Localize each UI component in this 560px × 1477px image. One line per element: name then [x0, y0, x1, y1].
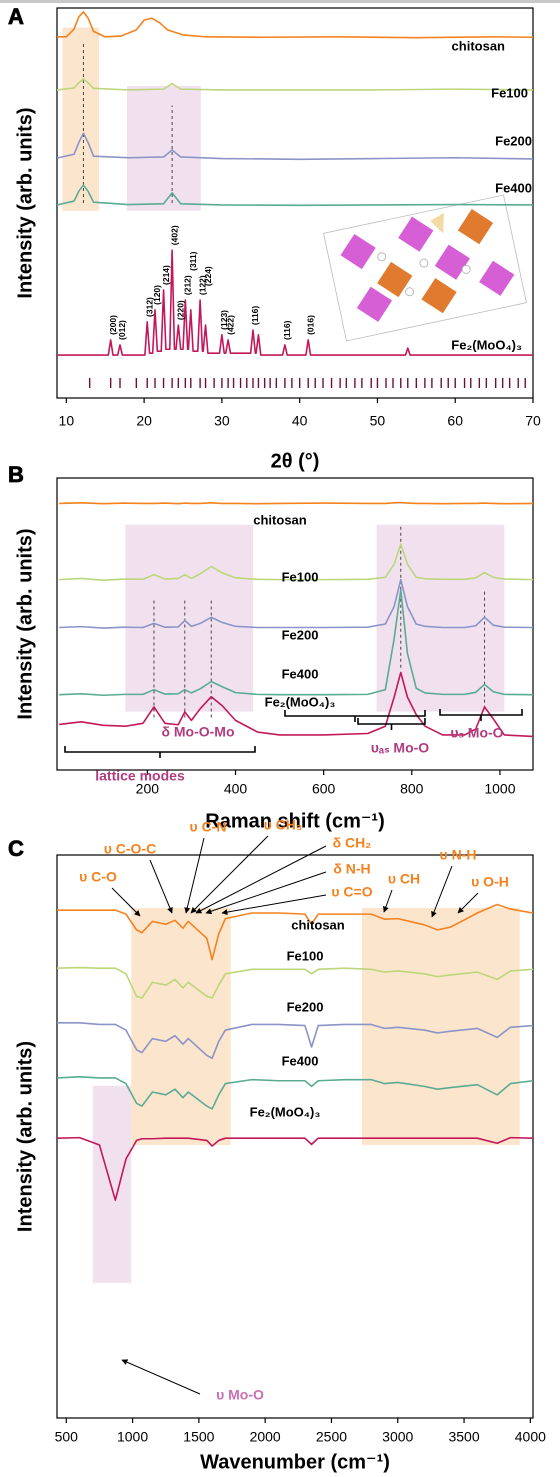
- x-tick-label: 60: [447, 413, 463, 429]
- series-label: chitosan: [291, 917, 345, 932]
- x-tick-label: 30: [214, 413, 230, 429]
- arrow: [150, 860, 172, 913]
- annotation: δ CH₂: [333, 835, 372, 851]
- series-label: Fe400: [282, 666, 319, 681]
- figure: 10 20 30 40 50 60 70 2θ (°) Intensity (arb. unit…: [0, 0, 560, 1477]
- x-tick-label: 1000: [484, 781, 515, 797]
- peak-label: (220): [176, 300, 186, 320]
- series-label: chitosan: [253, 512, 307, 527]
- annotation: lattice modes: [95, 768, 185, 784]
- annotation: υ C=O: [331, 884, 372, 900]
- peak-label: (311): [188, 251, 198, 271]
- x-tick-label: 2000: [250, 1429, 281, 1445]
- arrow: [206, 872, 326, 913]
- shaded-region: [93, 1086, 131, 1283]
- x-tick-label: 50: [370, 413, 386, 429]
- spectrum-line: [59, 503, 533, 504]
- series-label: Fe200: [282, 627, 319, 642]
- x-tick-label: 500: [55, 1429, 79, 1445]
- bracket: [285, 710, 425, 722]
- series-label: Fe200: [287, 999, 324, 1014]
- bracket: [358, 718, 425, 730]
- peak-label: (212): [183, 275, 193, 295]
- peak-label: (116): [282, 320, 292, 340]
- y-axis-title: Intensity (arb. units): [14, 528, 36, 719]
- shaded-region: [362, 908, 520, 1145]
- x-tick-label: 3500: [448, 1429, 479, 1445]
- shaded-region: [62, 28, 99, 211]
- panel-letter: C: [8, 836, 24, 861]
- x-tick-label: 20: [136, 413, 152, 429]
- y-axis-title: Intensity (arb. units): [14, 1041, 36, 1232]
- series-label: Fe₂(MoO₄)₃: [451, 337, 522, 352]
- series-label: Fe400: [495, 180, 532, 195]
- annotation: υ C-O: [79, 869, 117, 885]
- bracket: [65, 746, 255, 758]
- x-tick-label: 70: [525, 413, 541, 429]
- peak-label: (012): [117, 320, 127, 340]
- top-bar: [0, 0, 560, 3]
- series-label: Fe₂(MoO₄)₃: [250, 1104, 321, 1119]
- annotation: υₛ Mo-O: [450, 725, 503, 741]
- peak-label: (214): [161, 265, 171, 285]
- x-tick-label: 600: [312, 781, 336, 797]
- annotation: υ Mo-O: [216, 1387, 264, 1403]
- annotation: υ N-H: [440, 847, 477, 863]
- series-label: Fe400: [282, 1053, 319, 1068]
- arrow: [222, 895, 326, 913]
- x-tick-label: 3000: [382, 1429, 413, 1445]
- annotation: υ CH₃: [264, 817, 303, 833]
- x-tick-label: 1500: [183, 1429, 214, 1445]
- series-label: Fe100: [491, 85, 528, 100]
- series-label: Fe₂(MoO₄)₃: [265, 694, 336, 709]
- peak-label: (116): [250, 306, 260, 326]
- annotation: υ C-N: [190, 819, 227, 835]
- page: {"chart_data": [ {"type": "line", "panel…: [0, 0, 560, 1477]
- peak-label: (120): [152, 285, 162, 305]
- annotation: υₐₛ Mo-O: [371, 740, 430, 756]
- y-axis-title: Intensity (arb. units): [14, 107, 36, 298]
- x-tick-label: 40: [292, 413, 308, 429]
- peak-label: (016): [305, 315, 315, 335]
- series-label: Fe200: [495, 133, 532, 148]
- series-label: chitosan: [452, 38, 506, 53]
- shaded-region: [125, 525, 253, 712]
- x-tick-label: 1000: [117, 1429, 148, 1445]
- peak-label: (422): [225, 315, 235, 335]
- peak-label: (224): [203, 266, 213, 286]
- annotation: υ CH: [388, 871, 420, 887]
- arrow: [186, 838, 204, 913]
- shaded-region: [127, 86, 201, 211]
- annotation: υ O-H: [471, 874, 509, 890]
- arrow: [191, 836, 268, 913]
- arrow: [196, 846, 326, 913]
- annotation: δ Mo-O-Mo: [161, 724, 234, 740]
- x-tick-label: 800: [400, 781, 424, 797]
- panel-letter: B: [8, 462, 24, 487]
- x-axis-title: Wavenumber (cm⁻¹): [200, 1451, 390, 1473]
- arrow: [122, 1360, 200, 1394]
- panel-letter: A: [8, 4, 24, 29]
- x-axis-title: 2θ (°): [271, 450, 320, 472]
- x-tick-label: 400: [224, 781, 248, 797]
- spectrum-line: [57, 12, 533, 38]
- series-label: Fe100: [287, 948, 324, 963]
- x-tick-label: 2500: [316, 1429, 347, 1445]
- crystal-inset: [324, 195, 527, 341]
- peak-label: (402): [169, 225, 179, 245]
- series-label: Fe100: [282, 569, 319, 584]
- annotation: δ N-H: [333, 861, 370, 877]
- x-tick-label: 4000: [515, 1429, 546, 1445]
- x-tick-label: 10: [59, 413, 75, 429]
- arrow: [112, 888, 140, 916]
- annotation: υ C-O-C: [104, 841, 156, 857]
